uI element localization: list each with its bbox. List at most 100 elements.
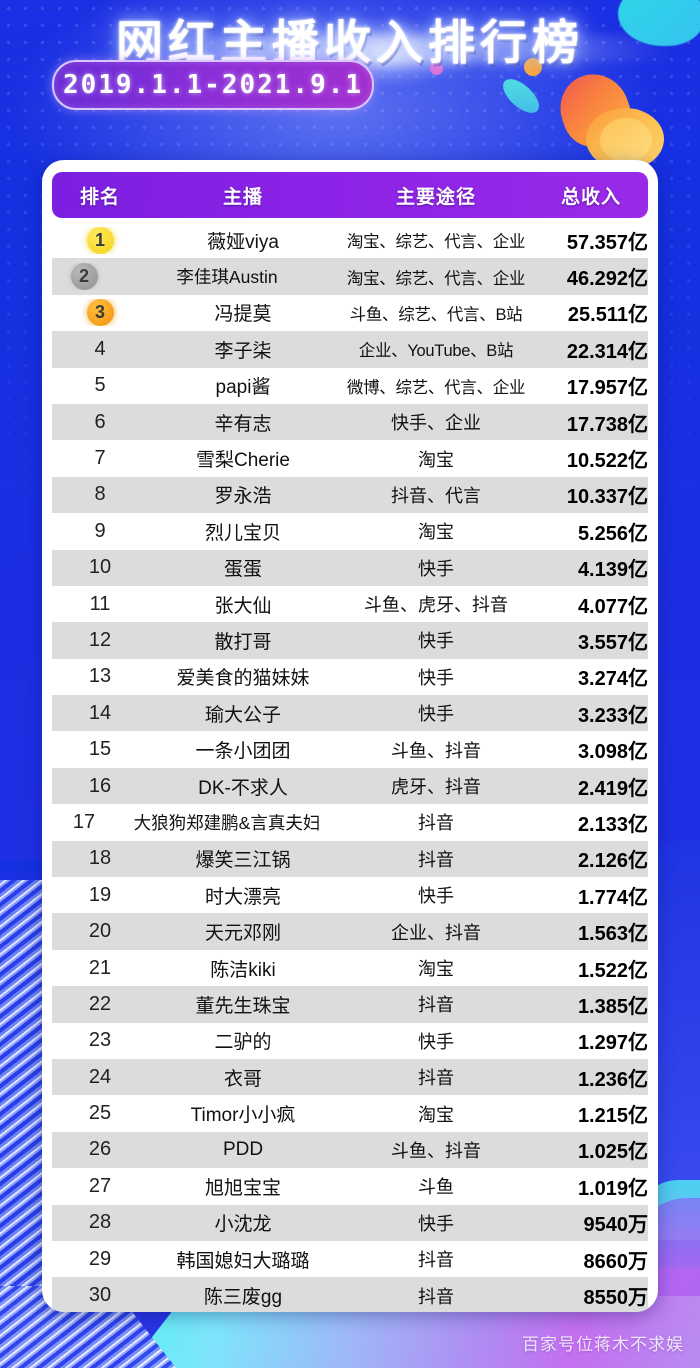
cell-total-income: 57.357亿 — [566, 231, 648, 254]
cell-rank: 21 — [88, 956, 112, 979]
cell-rank: 17 — [72, 810, 96, 833]
cell-main-channels: 抖音 — [418, 1250, 454, 1271]
cell-rank: 22 — [88, 992, 112, 1015]
cell-total-income: 3.557亿 — [577, 631, 648, 654]
cell-streamer-name: 天元邓刚 — [204, 923, 281, 945]
cell-total-income: 1.297亿 — [577, 1032, 648, 1055]
table-row: 17 大狼狗郑建鹏&言真夫妇 抖音 2.133亿 — [52, 804, 648, 841]
cell-streamer-name: 冯提莫 — [214, 304, 272, 326]
cell-total-income: 1.236亿 — [577, 1068, 648, 1091]
cell-streamer-name: 辛有志 — [214, 413, 272, 435]
cell-main-channels: 淘宝 — [418, 959, 454, 979]
table-row: 18 爆笑三江锅 抖音 2.126亿 — [52, 840, 648, 878]
cell-streamer-name: 旭旭宝宝 — [204, 1177, 281, 1199]
cell-streamer-name: 时大漂亮 — [204, 886, 281, 908]
cell-main-channels: 快手 — [418, 667, 454, 688]
cell-total-income: 4.077亿 — [577, 595, 648, 618]
cell-total-income: 4.139亿 — [577, 559, 648, 582]
watermark-text: 百家号位蒋木不求娱 — [522, 1335, 684, 1354]
cell-main-channels: 斗鱼、综艺、代言、B站 — [349, 305, 523, 324]
table-row: 29 韩国媳妇大璐璐 抖音 8660万 — [52, 1240, 648, 1278]
table-row: 2 李佳琪Austin 淘宝、综艺、代言、企业 46.292亿 — [52, 258, 648, 295]
cell-total-income: 1.774亿 — [577, 886, 648, 909]
cell-streamer-name: 小沈龙 — [214, 1214, 272, 1236]
column-header-rank: 排名 — [79, 186, 120, 208]
cell-rank: 2 — [52, 263, 116, 291]
yellow-blob-highlight-icon — [600, 118, 652, 162]
table-row: 23 二驴的 快手 1.297亿 — [52, 1022, 648, 1059]
cell-total-income: 25.511亿 — [567, 304, 648, 327]
table-row: 6 辛有志 快手、企业 17.738亿 — [52, 403, 648, 441]
cell-total-income: 17.738亿 — [566, 413, 648, 436]
cell-rank: 30 — [88, 1284, 112, 1307]
cell-total-income: 8660万 — [583, 1250, 649, 1273]
cell-main-channels: 斗鱼、抖音 — [391, 1140, 481, 1161]
cell-streamer-name: 烈儿宝贝 — [204, 522, 281, 544]
pink-dot-icon — [430, 62, 443, 75]
cell-main-channels: 快手 — [418, 631, 454, 652]
cell-rank: 1 — [52, 226, 148, 254]
cell-total-income: 1.522亿 — [577, 959, 648, 982]
cell-main-channels: 企业、抖音 — [391, 922, 481, 943]
cell-total-income: 22.314亿 — [566, 340, 648, 363]
cell-streamer-name: 瑜大公子 — [204, 704, 281, 726]
cell-total-income: 46.292亿 — [566, 268, 648, 291]
cell-total-income: 1.019亿 — [577, 1177, 648, 1200]
cell-rank: 13 — [88, 665, 112, 688]
cell-main-channels: 快手、企业 — [391, 413, 481, 434]
cell-main-channels: 快手 — [418, 704, 454, 725]
table-row: 8 罗永浩 抖音、代言 10.337亿 — [52, 476, 648, 514]
cell-rank: 26 — [88, 1138, 112, 1161]
cell-total-income: 10.337亿 — [566, 486, 648, 509]
column-header-name: 主播 — [222, 186, 263, 208]
table-row: 30 陈三废gg 抖音 8550万 — [52, 1277, 648, 1312]
cell-main-channels: 抖音 — [418, 849, 454, 870]
cell-main-channels: 企业、YouTube、B站 — [358, 342, 514, 361]
cell-total-income: 3.274亿 — [577, 668, 648, 691]
table-body: 1 薇娅viya 淘宝、综艺、代言、企业 57.357亿 2 李佳琪Austin 淘宝、综艺… — [52, 222, 648, 1312]
cell-streamer-name: 衣哥 — [223, 1068, 262, 1090]
table-row: 4 李子柒 企业、YouTube、B站 22.314亿 — [52, 331, 648, 368]
table-row: 9 烈儿宝贝 淘宝 5.256亿 — [52, 513, 648, 550]
cell-main-channels: 抖音 — [418, 813, 454, 834]
cell-total-income: 2.126亿 — [577, 850, 648, 873]
cell-rank: 10 — [88, 556, 112, 579]
cell-main-channels: 斗鱼、抖音 — [391, 740, 481, 761]
cell-streamer-name: 陈三废gg — [203, 1287, 283, 1309]
date-range-badge: 2019.1.1-2021.9.1 — [52, 60, 374, 110]
cell-total-income: 10.522亿 — [566, 450, 648, 473]
table-row: 22 董先生珠宝 抖音 1.385亿 — [52, 986, 648, 1023]
cell-main-channels: 快手 — [418, 886, 454, 907]
cell-total-income: 2.419亿 — [577, 777, 648, 800]
table-row: 19 时大漂亮 快手 1.774亿 — [52, 877, 648, 914]
cell-main-channels: 淘宝 — [418, 1104, 454, 1125]
cell-rank: 29 — [88, 1247, 112, 1270]
cell-main-channels: 抖音 — [418, 995, 454, 1016]
cell-rank: 9 — [94, 519, 106, 542]
cell-rank: 27 — [88, 1174, 112, 1197]
cell-main-channels: 淘宝 — [418, 522, 454, 543]
date-range-label: 2019.1.1-2021.9.1 — [62, 70, 364, 100]
ranking-card: 排名 主播 主要途径 总收入 1 薇娅viya 淘宝、综艺、代言、企业 57.357亿… — [42, 160, 658, 1312]
cell-streamer-name: 二驴的 — [214, 1032, 272, 1054]
cell-streamer-name: DK-不求人 — [198, 777, 288, 799]
cell-main-channels: 快手 — [418, 1031, 454, 1052]
cell-total-income: 1.563亿 — [577, 923, 648, 946]
table-row: 7 雪梨Cherie 淘宝 10.522亿 — [52, 440, 648, 477]
cell-main-channels: 快手 — [418, 558, 454, 579]
cell-total-income: 1.385亿 — [577, 995, 648, 1018]
cell-streamer-name: 雪梨Cherie — [196, 450, 290, 472]
cell-streamer-name: 蛋蛋 — [223, 559, 262, 581]
cell-main-channels: 斗鱼、虎牙、抖音 — [364, 595, 508, 616]
table-row: 14 瑜大公子 快手 3.233亿 — [52, 695, 648, 732]
cell-rank: 3 — [52, 299, 148, 327]
cell-streamer-name: PDD — [222, 1138, 264, 1160]
cell-streamer-name: 李子柒 — [214, 340, 272, 362]
cell-rank: 5 — [94, 374, 106, 397]
cell-streamer-name: 李佳琪Austin — [176, 267, 278, 288]
cell-total-income: 3.233亿 — [577, 704, 648, 727]
cell-rank: 14 — [88, 701, 112, 724]
cell-rank: 23 — [88, 1029, 112, 1052]
cell-rank: 8 — [94, 483, 106, 506]
cell-streamer-name: papi酱 — [215, 377, 271, 399]
